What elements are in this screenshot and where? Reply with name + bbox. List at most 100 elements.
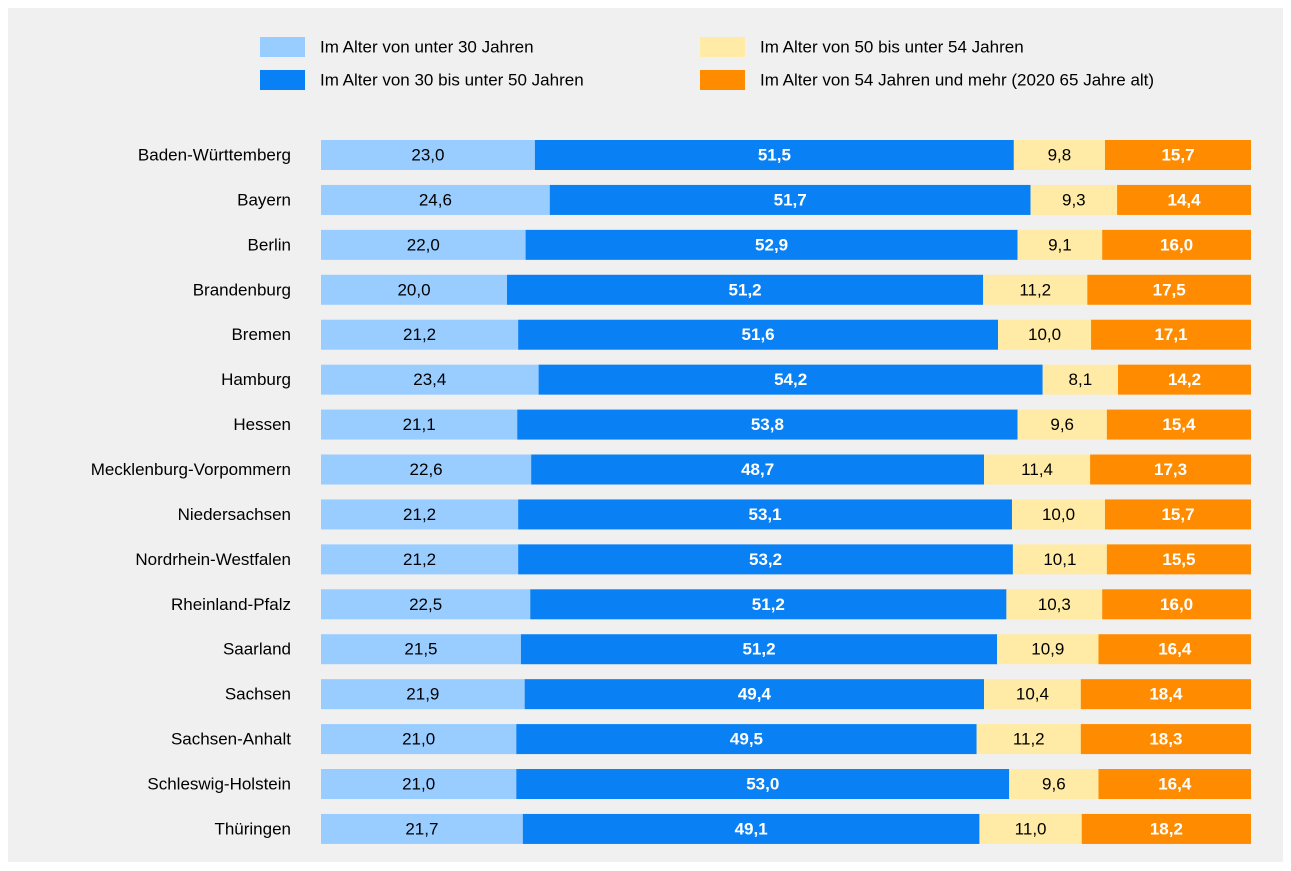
bar-segment — [1042, 364, 1119, 395]
data-label: 18,2 — [1150, 819, 1183, 838]
bar-segment — [1090, 454, 1251, 485]
data-label: 22,5 — [409, 595, 442, 614]
bar-segment — [321, 769, 517, 800]
data-label: 10,0 — [1042, 505, 1075, 524]
data-label: 21,2 — [403, 325, 436, 344]
bar-segment — [1106, 544, 1251, 575]
data-label: 15,4 — [1162, 415, 1196, 434]
y-tick-label: Saarland — [223, 640, 291, 659]
bar-segment — [534, 140, 1014, 170]
data-label: 10,3 — [1038, 595, 1071, 614]
legend-label: Im Alter von 54 Jahren und mehr (2020 65… — [760, 71, 1154, 90]
bar-segment — [1098, 634, 1251, 665]
data-label: 14,2 — [1168, 370, 1201, 389]
data-label: 24,6 — [419, 190, 452, 209]
data-label: 53,2 — [749, 550, 782, 569]
bar-segment — [1013, 140, 1105, 170]
data-label: 17,1 — [1154, 325, 1187, 344]
bar-segment — [518, 319, 999, 350]
bar-segment — [321, 499, 519, 530]
y-tick-label: Sachsen-Anhalt — [171, 730, 291, 749]
legend-label: Im Alter von unter 30 Jahren — [320, 38, 534, 57]
data-label: 8,1 — [1069, 370, 1093, 389]
bar-segment — [321, 409, 518, 440]
data-label: 9,3 — [1062, 190, 1086, 209]
data-label: 9,8 — [1048, 146, 1072, 165]
data-label: 10,9 — [1031, 640, 1064, 659]
bar-segment — [517, 409, 1018, 440]
data-label: 15,7 — [1161, 505, 1194, 524]
y-tick-label: Bayern — [237, 190, 291, 209]
data-label: 51,5 — [758, 146, 791, 165]
y-tick-label: Rheinland-Pfalz — [171, 595, 291, 614]
bar-segment — [520, 634, 998, 665]
data-label: 22,6 — [410, 460, 443, 479]
data-label: 53,8 — [751, 415, 784, 434]
bar-segment — [984, 679, 1081, 710]
bar-segment — [531, 454, 985, 485]
bar-segment — [321, 589, 531, 620]
data-label: 22,0 — [407, 235, 440, 254]
data-label: 21,1 — [403, 415, 436, 434]
data-label: 18,3 — [1149, 730, 1182, 749]
y-tick-label: Mecklenburg-Vorpommern — [91, 460, 291, 479]
bar-segment — [321, 634, 521, 665]
bar-segment — [998, 319, 1092, 350]
y-tick-label: Hamburg — [221, 370, 291, 389]
data-label: 49,4 — [738, 685, 772, 704]
bar-segment — [321, 184, 550, 215]
bar-segment — [1102, 589, 1251, 620]
bar-segment — [530, 589, 1007, 620]
data-label: 15,7 — [1161, 146, 1194, 165]
data-label: 49,1 — [735, 819, 768, 838]
data-label: 9,6 — [1042, 775, 1066, 794]
bar-segment — [518, 499, 1012, 530]
data-label: 51,2 — [742, 640, 775, 659]
bar-segment — [1030, 184, 1118, 215]
data-label: 21,0 — [402, 775, 435, 794]
data-label: 23,0 — [411, 146, 444, 165]
bar-segment — [1104, 499, 1251, 530]
bar-segment — [518, 544, 1013, 575]
bar-segment — [1006, 589, 1103, 620]
data-label: 11,0 — [1015, 819, 1047, 838]
data-label: 11,2 — [1019, 280, 1051, 299]
bar-segment — [321, 140, 535, 170]
data-label: 18,4 — [1149, 685, 1183, 704]
bar-segment — [321, 319, 519, 350]
y-tick-label: Bremen — [231, 325, 291, 344]
bar-segment — [1104, 140, 1251, 170]
bar-segment — [522, 813, 980, 844]
data-label: 9,1 — [1048, 235, 1072, 254]
data-label: 54,2 — [774, 370, 807, 389]
legend-swatch — [700, 70, 745, 90]
data-label: 48,7 — [741, 460, 774, 479]
data-label: 51,7 — [774, 190, 807, 209]
data-label: 52,9 — [755, 235, 788, 254]
bar-segment — [516, 769, 1010, 800]
data-label: 21,9 — [406, 685, 439, 704]
bar-segment — [1106, 409, 1251, 440]
bar-segment — [1087, 274, 1251, 305]
data-label: 14,4 — [1167, 190, 1201, 209]
bar-segment — [525, 229, 1018, 260]
bar-segment — [321, 274, 507, 305]
y-tick-label: Hessen — [233, 415, 291, 434]
bar-segment — [1098, 769, 1251, 800]
bar-segment — [321, 454, 532, 485]
bar-segment — [983, 274, 1088, 305]
bar-segment — [997, 634, 1099, 665]
y-tick-label: Niedersachsen — [178, 505, 291, 524]
bar-segment — [1080, 679, 1251, 710]
bar-segment — [321, 724, 517, 755]
bar-segment — [321, 679, 525, 710]
bar-segment — [321, 229, 526, 260]
bar-segment — [321, 364, 539, 395]
data-label: 20,0 — [397, 280, 430, 299]
bar-segment — [516, 724, 977, 755]
data-label: 10,4 — [1016, 685, 1049, 704]
bar-segment — [321, 544, 519, 575]
bar-segment — [979, 813, 1082, 844]
bar-segment — [1091, 319, 1251, 350]
